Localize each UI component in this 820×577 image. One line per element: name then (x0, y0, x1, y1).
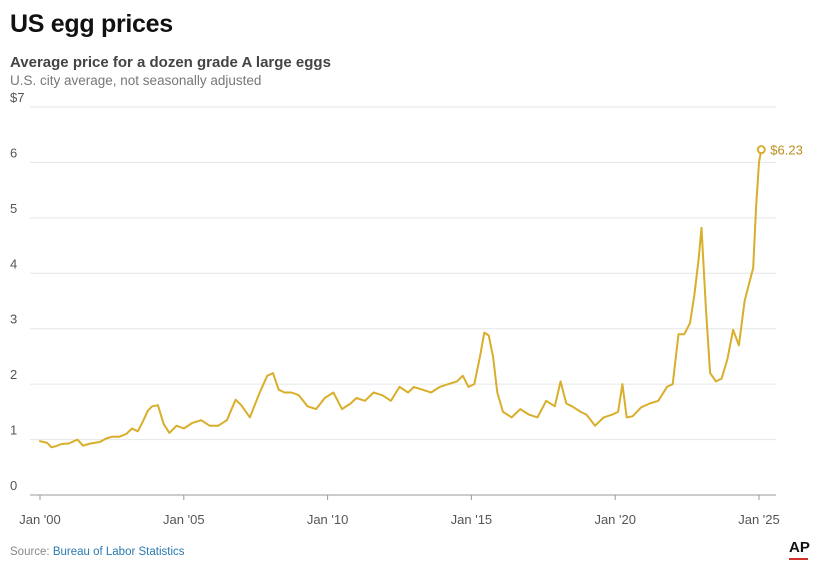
annotation-layer: $6.23 (756, 143, 803, 158)
y-axis-labels: 0 1 2 3 4 5 6 $7 (10, 90, 24, 493)
y-tick-label: 1 (10, 423, 17, 438)
y-tick-label: 5 (10, 201, 17, 216)
x-tick-label: Jan '05 (163, 512, 205, 527)
chart-title: US egg prices (10, 10, 173, 38)
y-tick-label: 2 (10, 367, 17, 382)
y-tick-label: 0 (10, 478, 17, 493)
source-note: Source: Bureau of Labor Statistics (10, 546, 185, 558)
y-tick-label: 3 (10, 312, 17, 327)
ap-logo-text: AP (789, 539, 810, 556)
y-tick-label: 6 (10, 145, 17, 160)
source-link[interactable]: Bureau of Labor Statistics (52, 546, 185, 558)
ap-logo-bar (789, 558, 808, 560)
x-axis: Jan '00 Jan '05 Jan '10 Jan '15 Jan '20 Jan '… (19, 495, 780, 527)
y-tick-label: 4 (10, 256, 17, 271)
chart-subtitle: Average price for a dozen grade A large … (10, 54, 331, 71)
grid-layer (30, 106, 776, 496)
price-line (39, 148, 763, 449)
x-tick-label: Jan '20 (594, 512, 636, 527)
chart-note: U.S. city average, not seasonally adjust… (10, 73, 262, 88)
y-tick-label: $7 (10, 90, 24, 105)
x-tick-label: Jan '10 (307, 512, 349, 527)
latest-value-label: $6.23 (770, 143, 803, 158)
source-label: Source: (10, 546, 53, 558)
x-tick-label: Jan '25 (738, 512, 780, 527)
x-tick-label: Jan '00 (19, 512, 61, 527)
x-tick-label: Jan '15 (451, 512, 493, 527)
ap-logo: AP (789, 539, 810, 560)
series-layer (39, 148, 763, 449)
latest-point-marker (756, 145, 766, 155)
